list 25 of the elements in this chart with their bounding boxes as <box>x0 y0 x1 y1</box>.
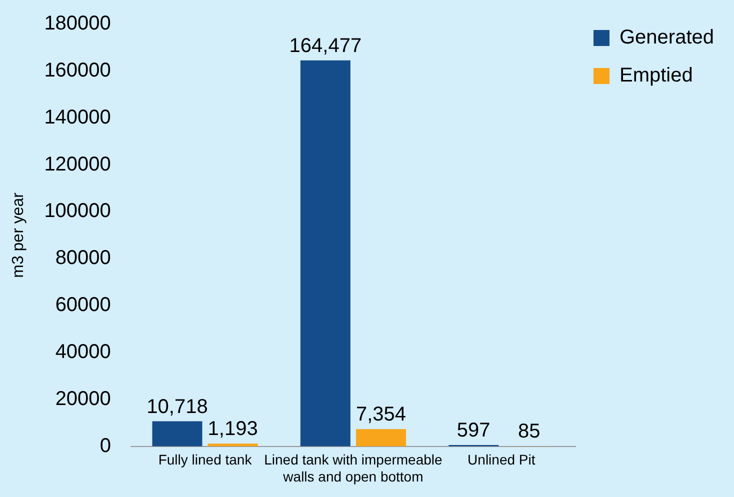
legend-label: Emptied <box>619 64 693 87</box>
y-tick-label: 40000 <box>55 341 111 364</box>
y-tick-label: 120000 <box>44 153 111 176</box>
data-label: 10,718 <box>146 396 208 418</box>
bar <box>152 421 202 446</box>
y-tick-label: 140000 <box>44 106 111 128</box>
data-label: 7,354 <box>356 404 406 426</box>
x-tick-label: Unlined Pit <box>468 452 536 468</box>
y-tick-label: 160000 <box>44 59 111 82</box>
y-tick-label: 80000 <box>55 247 111 270</box>
legend-label: Generated <box>619 26 714 49</box>
data-label: 1,193 <box>208 418 258 440</box>
data-label: 164,477 <box>289 34 362 57</box>
x-tick-label: Lined tank with impermeable walls and open bottom <box>264 452 443 484</box>
y-tick-label: 20000 <box>55 388 111 410</box>
y-tick-label: 60000 <box>55 294 111 316</box>
y-tick-label: 100000 <box>44 200 111 222</box>
y-tick-label: 0 <box>100 434 111 457</box>
data-label: 85 <box>518 420 540 443</box>
x-tick-label: Fully lined tank <box>158 452 253 468</box>
data-label: 597 <box>456 420 490 442</box>
bar <box>300 60 350 446</box>
bar <box>356 429 406 446</box>
y-tick-label: 180000 <box>44 12 111 35</box>
y-axis-title: m3 per year <box>10 192 28 278</box>
